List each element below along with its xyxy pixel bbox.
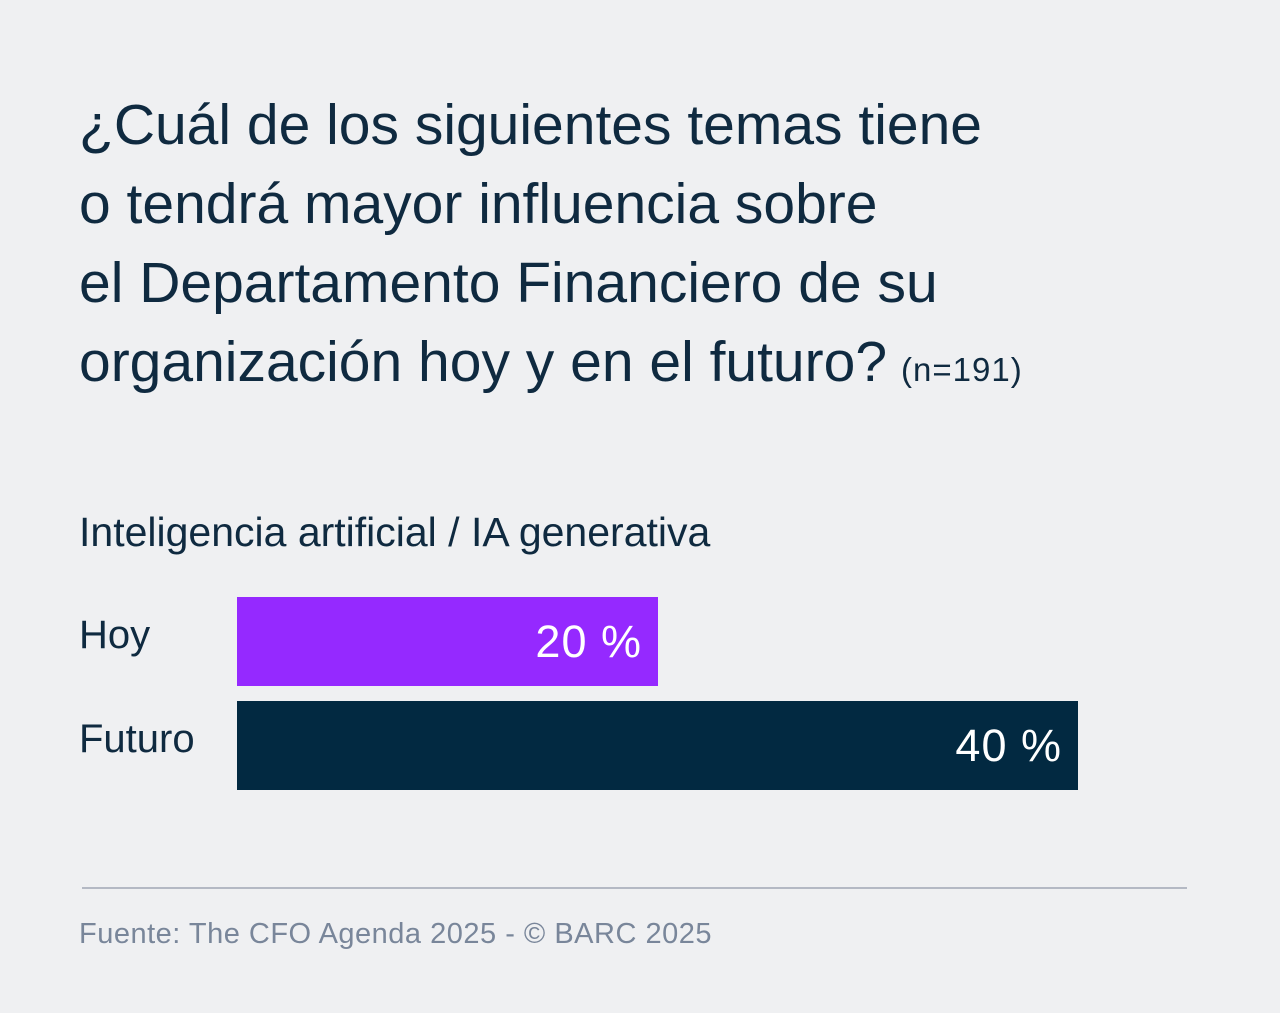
bar-futuro: 40 %	[237, 701, 1078, 790]
bar-row-hoy: Hoy 20 %	[79, 590, 1199, 686]
title-line-4-text: organización hoy y en el futuro?	[79, 330, 888, 394]
source-note: Fuente: The CFO Agenda 2025 - © BARC 202…	[79, 918, 712, 950]
bar-row-futuro: Futuro 40 %	[79, 694, 1199, 790]
bar-chart: Hoy 20 % Futuro 40 %	[79, 590, 1199, 800]
title-line-1: ¿Cuál de los siguientes temas tiene	[79, 93, 982, 157]
title-line-4: organización hoy y en el futuro? (n=191)	[79, 323, 1199, 409]
category-label-hoy: Hoy	[79, 613, 151, 657]
title-line-2: o tendrá mayor influencia sobre	[79, 172, 878, 236]
footer-divider	[82, 887, 1187, 889]
title-line-3: el Departamento Financiero de su	[79, 251, 938, 315]
bar-hoy: 20 %	[237, 597, 658, 686]
category-label-futuro: Futuro	[79, 717, 195, 761]
value-label-hoy: 20 %	[535, 616, 642, 667]
value-label-futuro: 40 %	[955, 720, 1062, 771]
sample-size-note: (n=191)	[901, 351, 1023, 388]
chart-title: Inteligencia artificial / IA generativa	[79, 509, 711, 555]
question-title: ¿Cuál de los siguientes temas tiene o te…	[79, 86, 1199, 409]
